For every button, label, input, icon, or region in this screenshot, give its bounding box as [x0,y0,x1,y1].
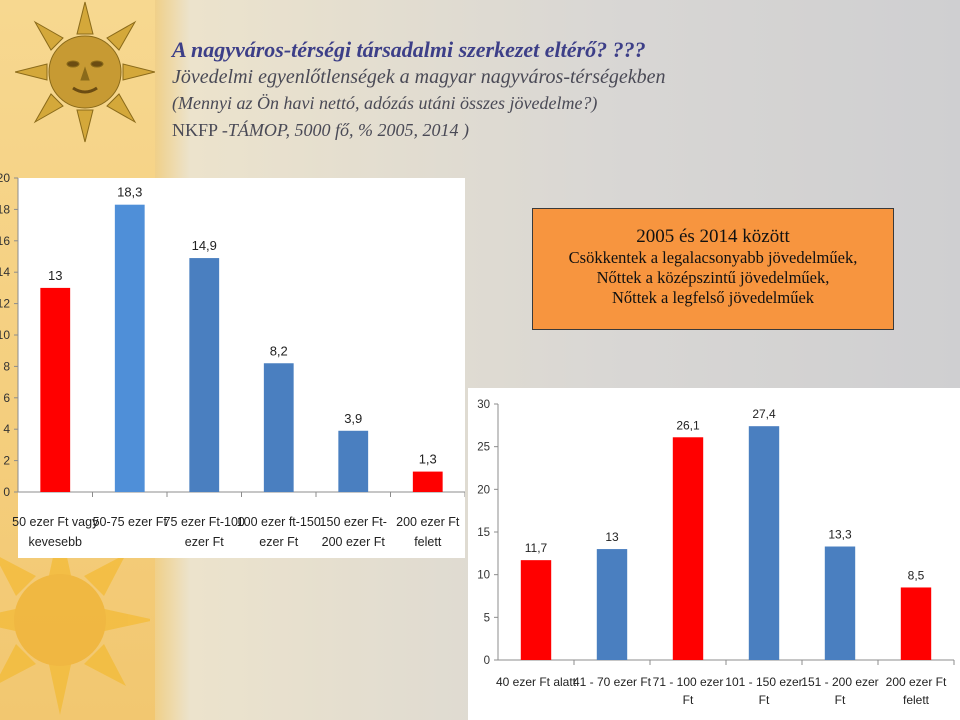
c2-y-tick-label: 5 [484,612,490,624]
note-line-2: Nőttek a középszintű jövedelműek, [596,268,830,287]
c1-y-tick-label: 18 [0,202,10,216]
c1-category-label: ezer Ft [259,535,298,549]
c1-category-label: 200 ezer Ft [396,515,460,529]
source-detail: TÁMOP, 5000 fő, % 2005, 2014 ) [227,120,470,140]
sun-face-icon [15,1,155,143]
c2-bar [596,549,628,660]
c2-bar [824,546,856,660]
chart-2005: 0 2 4 6 8 10 12 14 16 18 20 13 50 ezer Ft vagy keves… [0,170,466,560]
c2-category-label: felett [903,693,930,707]
c2-bar [748,426,780,660]
c2-data-label: 13 [605,530,619,544]
c1-data-label: 14,9 [192,238,217,253]
c2-data-label: 11,7 [525,541,548,555]
c1-category-label: 150 ezer Ft- [320,515,387,529]
c2-category-label: Ft [759,693,770,707]
sun-rays-icon [0,525,150,715]
c2-category-label: 200 ezer Ft [886,675,947,689]
c1-bar [114,204,145,492]
c1-bar [263,363,294,492]
c1-y-tick-label: 2 [3,454,10,468]
c1-y-tick-label: 10 [0,328,10,342]
header: A nagyváros-térségi társadalmi szerkezet… [172,36,872,144]
c2-y-tick-label: 15 [477,527,490,539]
page-subtitle: Jövedelmi egyenlőtlenségek a magyar nagy… [172,66,666,88]
c2-y-tick-label: 20 [477,484,490,496]
page-title: A nagyváros-térségi társadalmi szerkezet… [172,37,646,62]
chart-2014: 0 5 10 15 20 25 30 11,7 40 ezer Ft alatt 13 41 - … [468,388,960,720]
c1-category-label: ezer Ft [185,535,224,549]
c2-category-label: 40 ezer Ft alatt [496,675,577,689]
c1-bar [338,430,369,492]
c1-category-label: 75 ezer Ft-100 [164,515,245,529]
c1-y-tick-label: 0 [3,485,10,499]
c1-y-tick-label: 4 [3,422,10,436]
note-heading: 2005 és 2014 között [636,226,790,247]
c1-category-label: 50 ezer Ft vagy [12,515,99,529]
c1-y-tick-label: 6 [3,391,10,405]
c1-data-label: 3,9 [344,411,362,426]
c2-category-label: Ft [683,693,694,707]
c2-data-label: 13,3 [828,528,852,542]
c1-data-label: 13 [48,268,62,283]
c1-category-label: 50-75 ezer Ft [93,515,168,529]
c1-data-label: 18,3 [117,185,142,200]
c2-y-tick-label: 0 [484,655,490,667]
chart-2005-plot-bg [18,178,465,558]
c2-category-label: 41 - 70 ezer Ft [573,675,652,689]
source-prefix: NKFP - [172,120,228,140]
c1-y-tick-label: 8 [3,359,10,373]
c1-bar [189,258,220,492]
survey-question: (Mennyi az Ön havi nettó, adózás utáni ö… [172,93,598,113]
c1-data-label: 8,2 [270,343,288,358]
c1-category-label: felett [414,535,442,549]
chart-2005-svg: 0 2 4 6 8 10 12 14 16 18 20 13 50 ezer Ft vagy keves… [0,171,466,558]
c2-data-label: 27,4 [752,407,776,421]
c1-category-label: kevesebb [28,535,82,549]
c1-bar [412,471,443,492]
c1-category-label: 100 ezer ft-150 [237,515,321,529]
c2-category-label: 71 - 100 ezer [653,675,724,689]
c1-y-tick-label: 16 [0,234,10,248]
c2-bar [900,587,932,660]
c1-bar [40,287,71,492]
c2-y-tick-label: 30 [477,399,490,411]
c2-data-label: 8,5 [908,568,925,582]
c2-data-label: 26,1 [676,418,700,432]
note-line-1: Csökkentek a legalacsonyabb jövedelműek, [568,248,858,267]
c2-y-tick-label: 25 [477,442,490,454]
c1-y-tick-label: 20 [0,171,10,185]
c1-data-label: 1,3 [419,452,437,467]
c1-y-tick-label: 14 [0,265,10,279]
note-box: 2005 és 2014 között Csökkentek a legalac… [532,208,894,330]
c2-category-label: 101 - 150 ezer [725,675,802,689]
c2-bar [672,437,704,660]
c1-y-tick-label: 12 [0,297,10,311]
c1-category-label: 200 ezer Ft [322,535,386,549]
note-line-3: Nőttek a legfelső jövedelműek [611,288,815,307]
chart-2014-svg: 0 5 10 15 20 25 30 11,7 40 ezer Ft alatt 13 41 - … [477,399,955,707]
c2-y-tick-label: 10 [477,570,490,582]
c2-category-label: 151 - 200 ezer [801,675,878,689]
source-line: NKFP -TÁMOP, 5000 fő, % 2005, 2014 ) [172,117,872,144]
c2-category-label: Ft [835,693,846,707]
c2-bar [520,560,552,660]
